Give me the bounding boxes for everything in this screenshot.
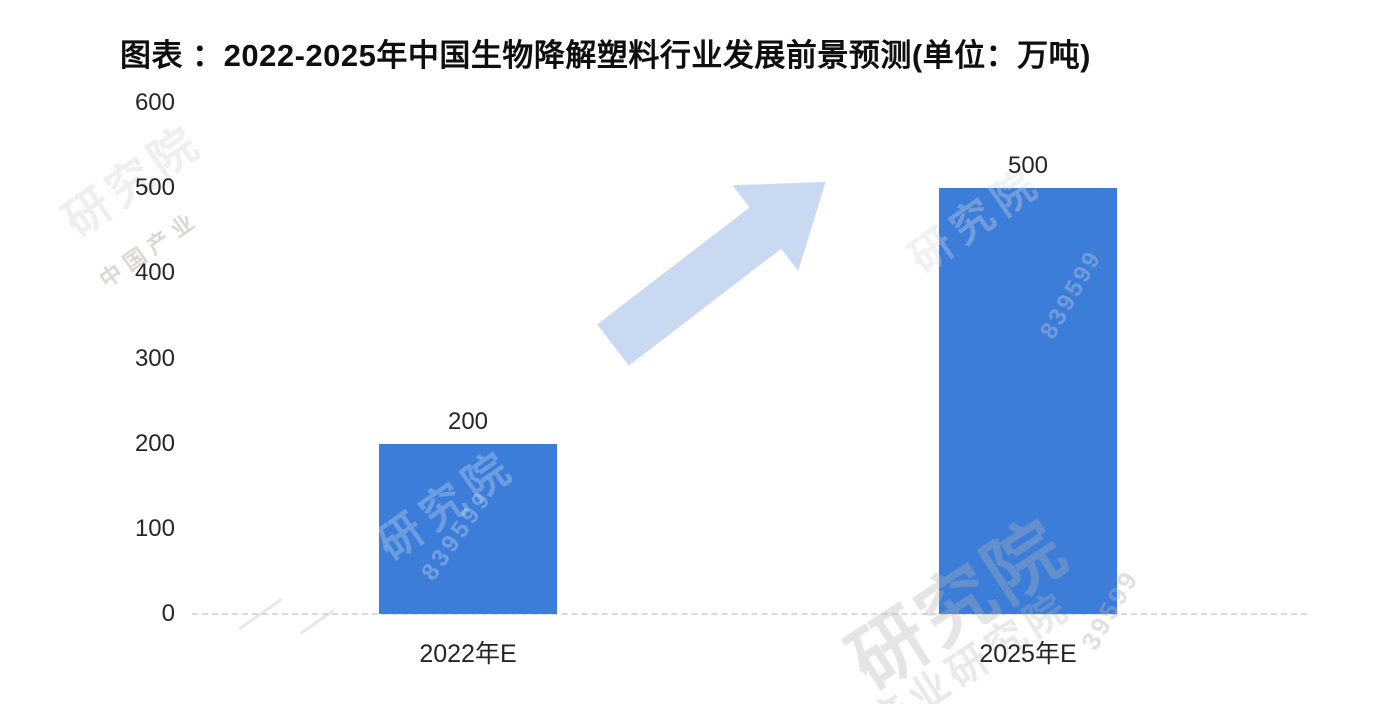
chart-title: 图表 ：2022-2025年中国生物降解塑料行业发展前景预测(单位：万吨) [120, 38, 1092, 73]
y-axis-tick-label: 300 [134, 344, 175, 372]
x-axis-category-label: 2022年E [419, 640, 517, 668]
y-axis-tick-label: 0 [161, 600, 175, 627]
bar-value-label: 500 [1007, 152, 1049, 180]
bar-2025年E [939, 188, 1117, 614]
y-axis-tick-label: 200 [134, 429, 175, 457]
growth-arrow-icon [597, 181, 826, 366]
x-axis-category-label: 2025年E [979, 640, 1077, 668]
y-axis-tick-label: 400 [134, 259, 175, 287]
bar-2022年E [379, 443, 557, 614]
y-axis-tick-label: 500 [134, 174, 175, 202]
y-axis-tick-label: 100 [134, 514, 175, 542]
growth-arrow-shape [597, 181, 826, 366]
x-axis-line [192, 613, 1307, 615]
y-axis-tick-label: 600 [134, 89, 175, 116]
bar-value-label: 200 [447, 407, 489, 435]
